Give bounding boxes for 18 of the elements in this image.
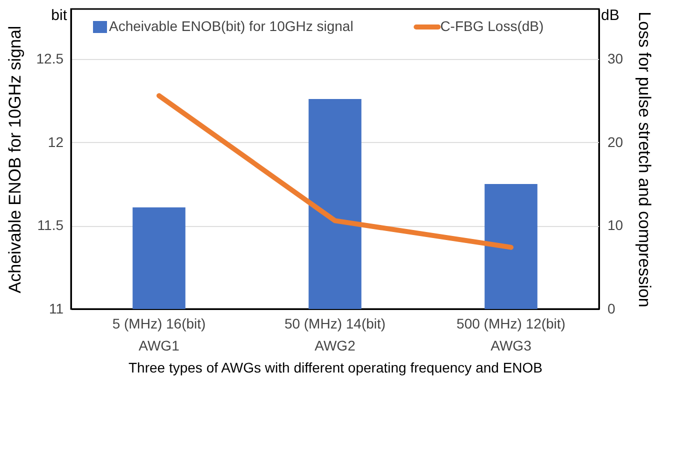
x-tick-label: 500 (MHz) 12(bit) AWG3 <box>456 316 566 354</box>
y2-tick-label: 10 <box>608 217 624 234</box>
text: bit <box>51 7 68 24</box>
y2-tick-label: 0 <box>608 300 616 316</box>
x-tick-label: 50 (MHz) 14(bit) AWG2 <box>284 316 386 354</box>
x-tick-label: 5 (MHz) 16(bit) AWG1 <box>112 316 206 354</box>
legend-label: Acheivable ENOB(bit) for 10GHz signal <box>109 18 354 34</box>
y-tick-label: 11.5 <box>37 217 64 234</box>
y2-tick-label: 20 <box>608 134 624 150</box>
y-axis-title: Acheivable ENOB for 10GHz signal <box>5 26 24 294</box>
x-axis-title: Three types of AWGs with different operating frequency and ENOB <box>128 360 542 376</box>
y2-axis-title: Loss for pulse stretch and compression <box>635 12 654 308</box>
y-tick-label: 12 <box>48 134 64 150</box>
y2-tick-label: 30 <box>608 50 624 66</box>
y-tick-label: 11 <box>48 300 64 316</box>
y-tick-label: 12.5 <box>36 50 64 66</box>
legend-label: C-FBG Loss(dB) <box>440 18 544 34</box>
text: dB <box>601 7 620 24</box>
